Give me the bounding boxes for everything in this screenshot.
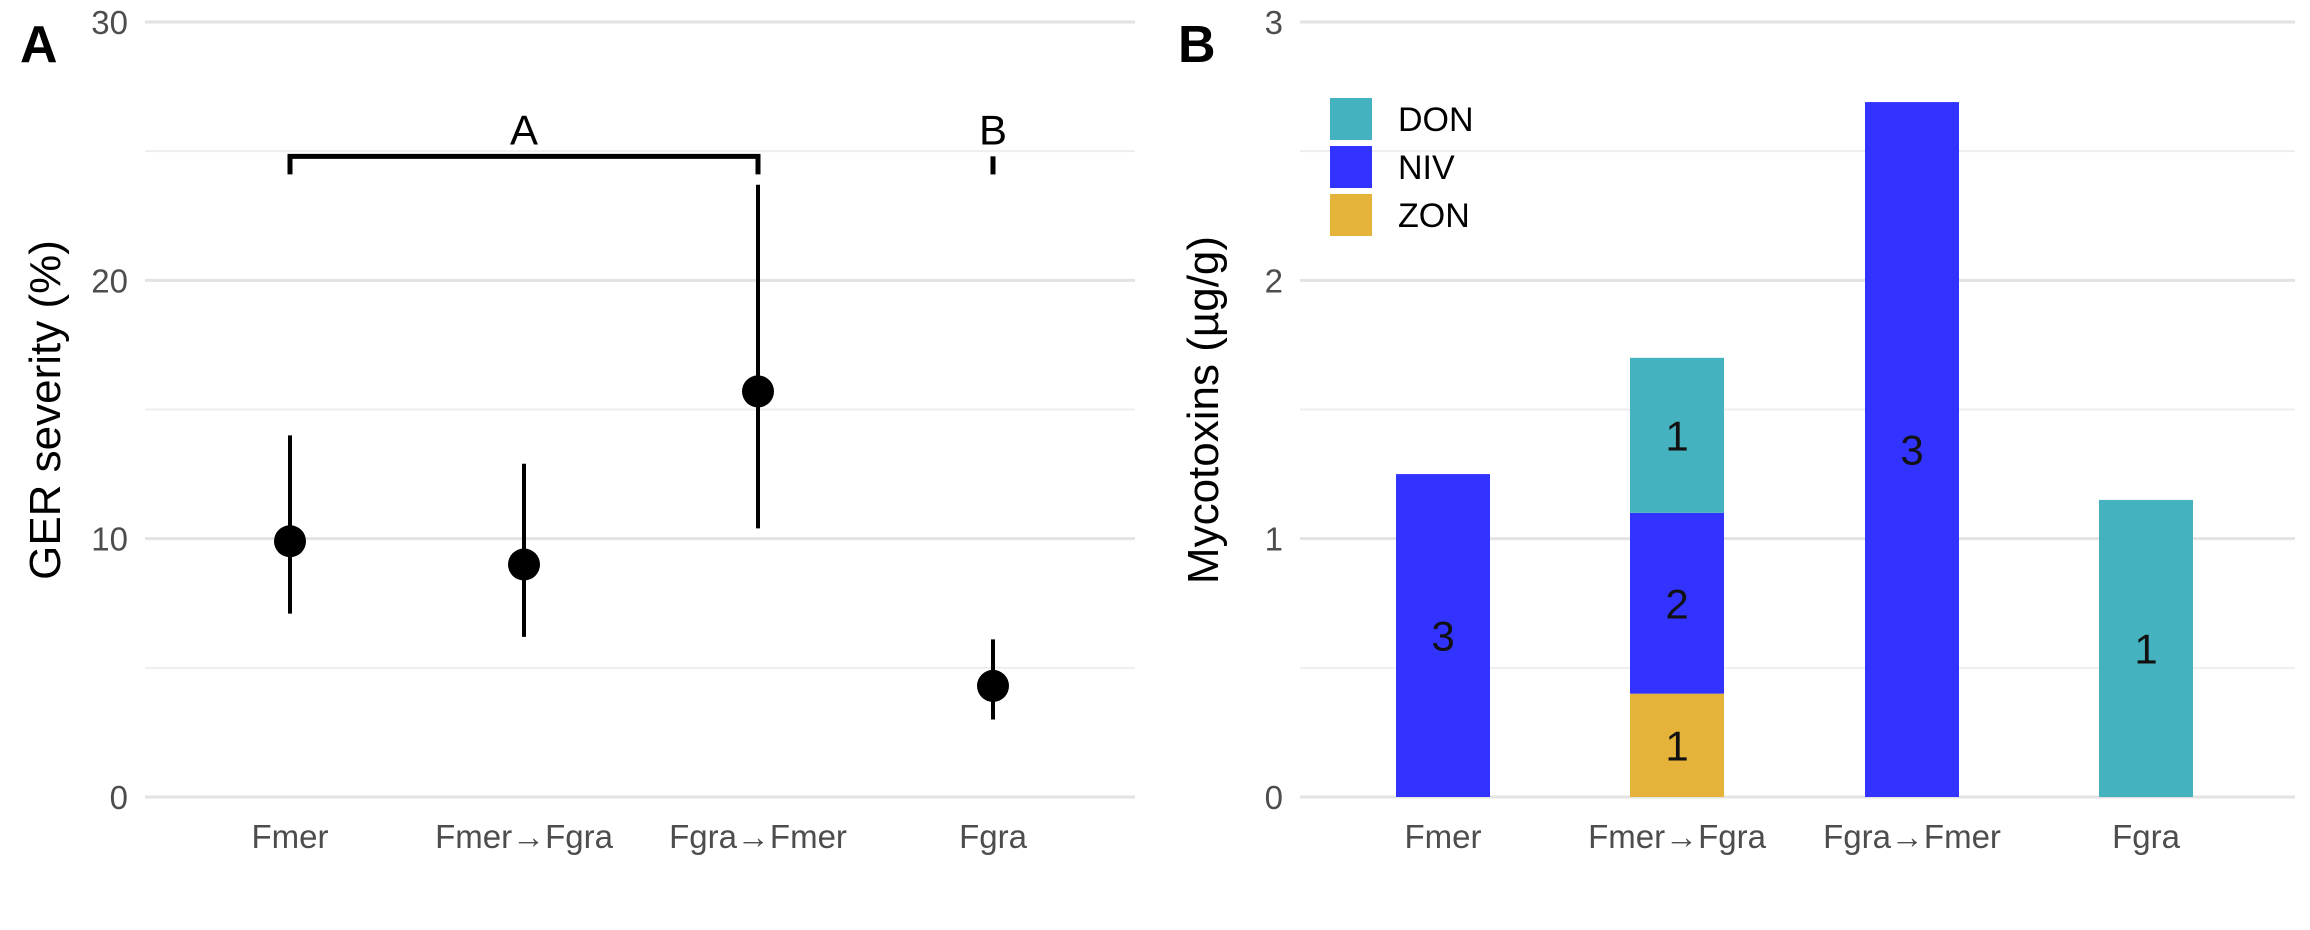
legend: DON NIV ZON bbox=[1330, 98, 1474, 236]
y-axis-title: GER severity (%) bbox=[21, 240, 70, 580]
mean-point bbox=[274, 525, 306, 558]
points-with-error-bars bbox=[274, 184, 1009, 720]
y-axis-title: Mycotoxins (µg/g) bbox=[1179, 236, 1228, 584]
y-tick-label: 0 bbox=[110, 779, 128, 816]
x-tick-label: Fgra→Fmer bbox=[1823, 818, 2001, 855]
legend-label: NIV bbox=[1398, 149, 1455, 187]
y-tick-label: 3 bbox=[1265, 4, 1283, 41]
x-tick-label: Fmer bbox=[252, 818, 329, 855]
x-tick-label: Fmer→Fgra bbox=[1588, 818, 1766, 855]
y-tick-labels: 0 1 2 3 bbox=[1265, 4, 1283, 816]
y-tick-labels: 0 10 20 30 bbox=[91, 4, 128, 816]
mean-point bbox=[742, 375, 774, 408]
bar-count-label: 1 bbox=[1665, 722, 1688, 769]
bar-count-label: 1 bbox=[2134, 625, 2157, 672]
mean-point bbox=[977, 669, 1009, 702]
x-tick-label: Fmer→Fgra bbox=[435, 818, 613, 855]
bar-count-label: 2 bbox=[1665, 580, 1688, 627]
stacked-bars: 3 1 2 1 3 1 bbox=[1396, 102, 2193, 798]
panel-b-mycotoxin-chart: B 0 1 2 3 Fmer Fmer→Fgra Fgra→Fmer Fgra 3 1 2 1 3 1… bbox=[1178, 4, 2295, 855]
x-tick-label: Fmer bbox=[1405, 818, 1482, 855]
bar-segment-niv bbox=[1396, 474, 1490, 797]
y-tick-label: 1 bbox=[1265, 521, 1283, 558]
y-tick-label: 20 bbox=[91, 262, 128, 299]
legend-swatch bbox=[1330, 194, 1372, 236]
bar-segment-don bbox=[1630, 357, 1724, 513]
grid-lines bbox=[145, 20, 1135, 799]
bar-count-label: 3 bbox=[1900, 427, 1923, 474]
x-tick-label: Fgra bbox=[959, 818, 1028, 855]
x-tick-labels: Fmer Fmer→Fgra Fgra→Fmer Fgra bbox=[1405, 818, 2181, 855]
y-tick-label: 10 bbox=[91, 521, 128, 558]
group-letter: B bbox=[979, 106, 1007, 153]
bar-segment-niv bbox=[1865, 102, 1959, 798]
legend-label: ZON bbox=[1398, 197, 1470, 235]
y-tick-label: 0 bbox=[1265, 779, 1283, 816]
group-bracket bbox=[287, 153, 761, 175]
y-tick-label: 2 bbox=[1265, 262, 1283, 299]
panel-tag: A bbox=[20, 16, 58, 74]
x-tick-label: Fgra→Fmer bbox=[669, 818, 847, 855]
group-letter: A bbox=[510, 106, 538, 153]
x-tick-label: Fgra bbox=[2112, 818, 2181, 855]
bar-count-label: 1 bbox=[1665, 412, 1688, 459]
legend-label: DON bbox=[1398, 101, 1474, 139]
mean-point bbox=[508, 548, 540, 581]
bar-segment-niv bbox=[1630, 512, 1724, 694]
y-tick-label: 30 bbox=[91, 4, 128, 41]
bar-count-label: 3 bbox=[1431, 613, 1454, 660]
bar-segment-zon bbox=[1630, 693, 1724, 797]
legend-swatch bbox=[1330, 146, 1372, 188]
panel-tag: B bbox=[1178, 16, 1216, 74]
x-tick-labels: Fmer Fmer→Fgra Fgra→Fmer Fgra bbox=[252, 818, 1028, 855]
legend-swatch bbox=[1330, 98, 1372, 140]
bar-segment-don bbox=[2099, 499, 2193, 797]
